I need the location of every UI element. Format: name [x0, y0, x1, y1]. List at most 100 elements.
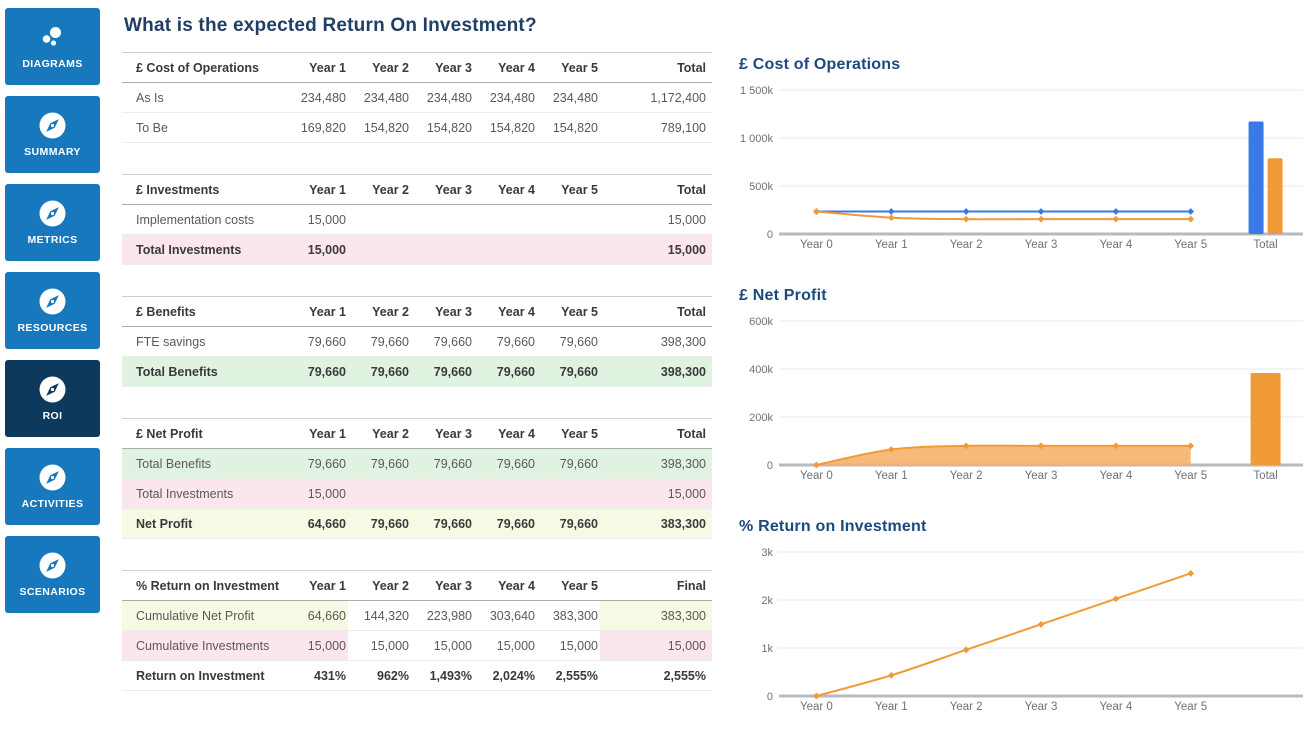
- table-header-row: £ Investments Year 1 Year 2 Year 3 Year 4 Yea…: [122, 175, 712, 205]
- sidebar-item-scenarios[interactable]: SCENARIOS: [5, 536, 100, 613]
- area-fill: [816, 445, 1191, 465]
- series-line: [816, 572, 1192, 697]
- column-header: Year 3: [435, 60, 472, 75]
- cell: 15,000: [285, 479, 348, 508]
- cell: 15,000: [307, 212, 346, 227]
- total-bar: [1267, 158, 1283, 234]
- x-tick-label: Year 0: [800, 470, 833, 482]
- content-row: £ Cost of Operations Year 1 Year 2 Year 3 Ye…: [122, 52, 1307, 749]
- cell: 154,820: [489, 120, 535, 135]
- cell: [537, 235, 600, 264]
- table-row: Cumulative Net Profit 64,660 144,320 223,98…: [122, 601, 712, 631]
- table-benefits: £ Benefits Year 1 Year 2 Year 3 Year 4 Year 5…: [122, 296, 712, 387]
- column-header: Year 5: [561, 304, 598, 319]
- sidebar-item-activities[interactable]: ACTIVITIES: [5, 448, 100, 525]
- y-tick-label: 0: [767, 691, 773, 703]
- cell: 79,660: [537, 357, 600, 386]
- cell: Cumulative Net Profit: [122, 601, 285, 630]
- cell: 234,480: [489, 90, 535, 105]
- table-row: Implementation costs 15,000 15,000: [122, 205, 712, 235]
- cell: 234,480: [426, 90, 472, 105]
- cell: 234,480: [552, 90, 598, 105]
- y-tick-label: 2k: [761, 595, 773, 607]
- sidebar-item-summary[interactable]: SUMMARY: [5, 96, 100, 173]
- cell: [537, 479, 600, 508]
- cell: 15,000: [559, 638, 598, 653]
- column-header: Total: [677, 60, 706, 75]
- y-tick-label: 0: [767, 460, 773, 472]
- table-row: Total Investments 15,000 15,000: [122, 235, 712, 265]
- column-header: Final: [676, 578, 706, 593]
- cell: 223,980: [426, 608, 472, 623]
- column-header: Year 1: [309, 426, 346, 441]
- cell: 15,000: [667, 212, 706, 227]
- x-tick-label: Year 5: [1174, 239, 1207, 251]
- compass-icon: [39, 464, 66, 491]
- cell: 169,820: [300, 120, 346, 135]
- column-header: Year 2: [372, 304, 409, 319]
- column-header: Year 1: [309, 182, 346, 197]
- cell: 383,300: [600, 601, 712, 630]
- cell: To Be: [136, 120, 168, 135]
- page-title: What is the expected Return On Investmen…: [124, 15, 537, 36]
- data-point-marker: [962, 646, 970, 654]
- column-header: Year 4: [498, 426, 535, 441]
- cell: 79,660: [411, 449, 474, 478]
- charts-column: £ Cost of Operations 1 500k 1 000k 500k 0 Yea…: [739, 52, 1307, 749]
- cell: 15,000: [600, 631, 712, 660]
- sidebar-item-diagrams[interactable]: DIAGRAMS: [5, 8, 100, 85]
- cell: 2,024%: [492, 668, 535, 683]
- cell: Total Benefits: [122, 449, 285, 478]
- cell: 79,660: [537, 449, 600, 478]
- cell: 154,820: [363, 120, 409, 135]
- cell: [411, 235, 474, 264]
- column-header: Year 3: [435, 182, 472, 197]
- column-header: Year 2: [372, 182, 409, 197]
- sidebar-item-label: METRICS: [27, 233, 78, 246]
- data-point-marker: [1112, 215, 1120, 223]
- sidebar-item-label: ROI: [42, 409, 63, 422]
- x-tick-label: Year 1: [875, 701, 908, 713]
- cell: 2,555%: [555, 668, 598, 683]
- column-header: Year 1: [309, 578, 346, 593]
- sidebar-item-resources[interactable]: RESOURCES: [5, 272, 100, 349]
- table-row: Total Benefits 79,660 79,660 79,660 79,660 79…: [122, 449, 712, 479]
- data-point-marker: [1187, 569, 1195, 577]
- cell: 234,480: [363, 90, 409, 105]
- cell: [474, 205, 537, 234]
- column-header: Total: [677, 182, 706, 197]
- y-tick-label: 500k: [749, 181, 773, 193]
- data-point-marker: [887, 671, 895, 679]
- x-tick-label: Year 5: [1174, 470, 1207, 482]
- x-tick-label: Year 3: [1025, 470, 1058, 482]
- table-row: Return on Investment 431% 962% 1,493% 2,024%…: [122, 661, 712, 691]
- column-header: Year 2: [372, 578, 409, 593]
- data-point-marker: [887, 214, 895, 222]
- data-point-marker: [1037, 215, 1045, 223]
- cell: 79,660: [348, 509, 411, 538]
- cell: 79,660: [559, 334, 598, 349]
- table-row: Total Investments 15,000 15,000: [122, 479, 712, 509]
- table-row: Net Profit 64,660 79,660 79,660 79,660 79,660…: [122, 509, 712, 539]
- table-row: To Be 169,820 154,820 154,820 154,820 154,820…: [122, 113, 712, 143]
- cell: 303,640: [489, 608, 535, 623]
- cell: 79,660: [285, 449, 348, 478]
- cell: 2,555%: [663, 668, 706, 683]
- cell: Implementation costs: [136, 212, 255, 227]
- column-header: Year 2: [372, 60, 409, 75]
- cell: 79,660: [474, 509, 537, 538]
- y-tick-label: 1 000k: [740, 133, 774, 145]
- data-point-marker: [1037, 442, 1045, 450]
- sidebar-item-roi[interactable]: ROI: [5, 360, 100, 437]
- column-header: Year 4: [498, 60, 535, 75]
- cell: 79,660: [411, 357, 474, 386]
- sidebar-item-metrics[interactable]: METRICS: [5, 184, 100, 261]
- column-header: Total: [677, 426, 706, 441]
- table-investments: £ Investments Year 1 Year 2 Year 3 Year 4 Yea…: [122, 174, 712, 265]
- x-tick-label: Year 1: [875, 239, 908, 251]
- data-point-marker: [1187, 208, 1195, 215]
- x-tick-label: Year 0: [800, 701, 833, 713]
- data-point-marker: [1187, 215, 1195, 223]
- column-header: Year 4: [498, 578, 535, 593]
